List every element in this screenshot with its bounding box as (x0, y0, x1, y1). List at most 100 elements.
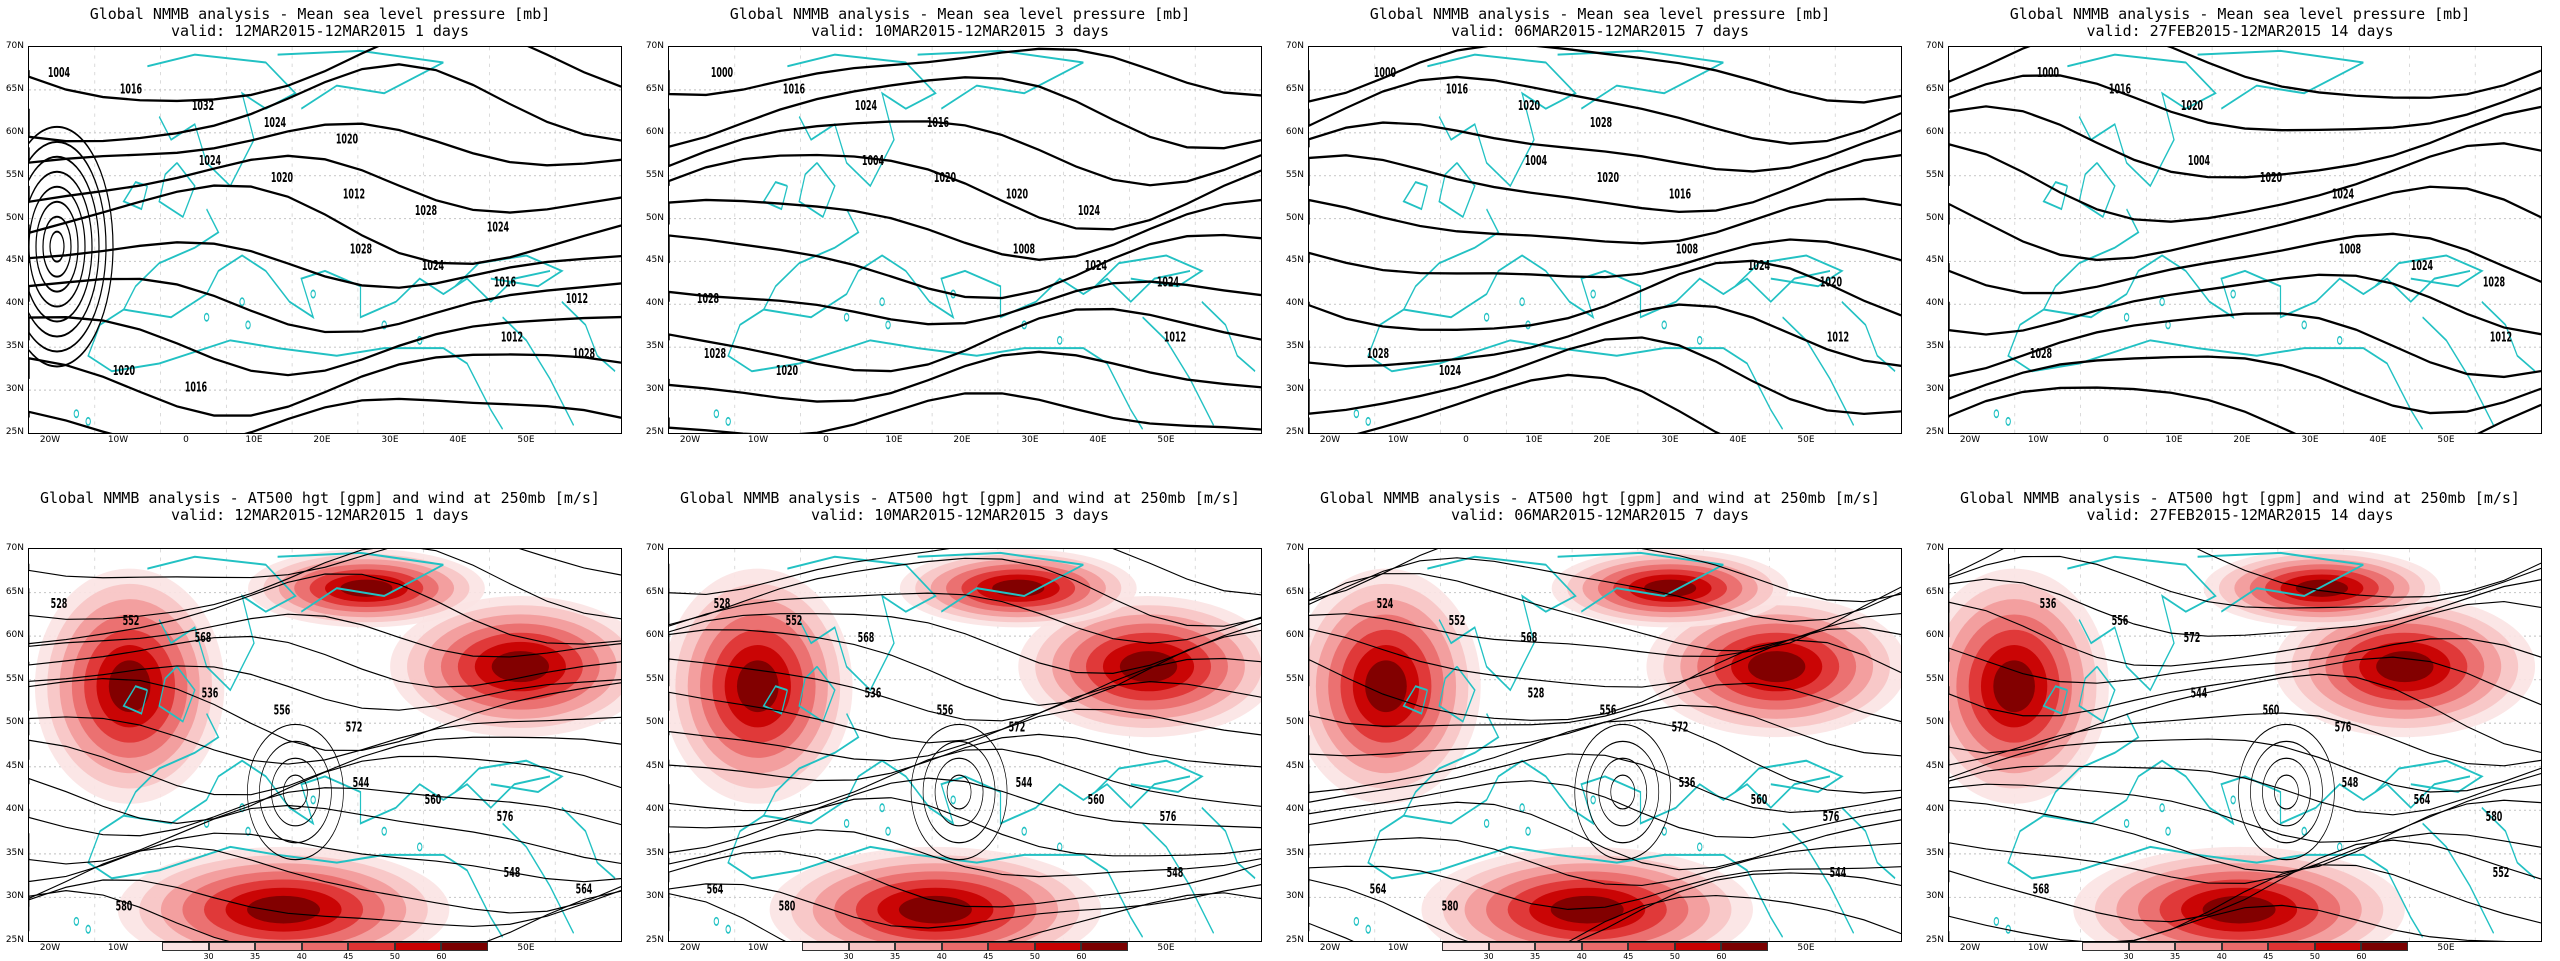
z500-wind-panel: Global NMMB analysis - AT500 hgt [gpm] a… (1920, 480, 2560, 961)
longitude-label: 20E (1593, 435, 1611, 445)
longitude-label: 20W (679, 435, 701, 445)
colorbar-label: 35 (250, 952, 261, 961)
wind-colorbar: 30 35 40 45 50 60 (802, 942, 1128, 961)
contour-label: 1028 (1367, 346, 1389, 362)
height-wind-map: 536 544 548 552 556 560 564 568 572 576 580 (1948, 548, 2542, 942)
contour-label: 1028 (350, 241, 372, 257)
contour-label: 576 (1823, 809, 1840, 825)
panel-title: Global NMMB analysis - Mean sea level pr… (1280, 6, 1920, 40)
contour-label: 1028 (573, 346, 595, 362)
colorbar-label: 30 (203, 952, 214, 961)
contour-label: 560 (425, 792, 442, 808)
latitude-label: 35N (5, 847, 24, 858)
longitude-label: 10W (107, 435, 129, 445)
longitude-label: 20W (39, 943, 61, 953)
contour-label: 1032 (192, 98, 214, 114)
map-canvas: 536 544 548 552 556 560 564 568 572 576 580 (1949, 549, 2541, 941)
latitude-label: 35N (1925, 847, 1944, 858)
latitude-label: 40N (1925, 298, 1944, 309)
contour-label: 1020 (776, 363, 799, 379)
latitude-label: 25N (645, 427, 664, 437)
latitude-label: 55N (645, 673, 664, 684)
contour-label: 556 (274, 702, 291, 718)
longitude-label: 20W (1319, 943, 1341, 953)
colorbar-label: 60 (1076, 952, 1087, 961)
contour-label: 572 (2184, 630, 2201, 646)
contour-label: 1020 (1518, 98, 1541, 114)
contour-label: 1012 (1164, 329, 1186, 345)
panel-valid-line: valid: 12MAR2015-12MAR2015 1 days (170, 22, 469, 40)
longitude-label: 10W (2027, 943, 2049, 953)
contour-label: 552 (2493, 865, 2510, 881)
contour-label: 1024 (422, 258, 445, 274)
colorbar-segment (208, 942, 256, 951)
contour-label: 1020 (2260, 170, 2283, 186)
panel-title-line1: Global NMMB analysis - AT500 hgt [gpm] a… (680, 489, 1240, 507)
contour-label: 1016 (1446, 81, 1469, 97)
colorbar-segment (848, 942, 896, 951)
longitude-label: 50E (517, 943, 535, 953)
latitude-label: 50N (1285, 212, 1304, 223)
latitude-label: 50N (1925, 212, 1944, 223)
colorbar-label: 40 (2216, 952, 2227, 961)
latitude-label: 45N (1285, 760, 1304, 771)
latitude-label: 70N (1925, 543, 1944, 553)
colorbar-segment (1674, 942, 1722, 951)
contour-label: 1016 (927, 115, 950, 131)
latitude-label: 65N (5, 83, 24, 94)
map-canvas: 1000 1004 1008 1012 1016 1020 1024 1028 1024 1020… (669, 47, 1261, 433)
contour-label: 528 (51, 596, 68, 612)
latitude-label: 30N (1925, 384, 1944, 395)
colorbar-segment (348, 942, 395, 951)
panel-title-line1: Global NMMB analysis - AT500 hgt [gpm] a… (1320, 489, 1880, 507)
panel-valid-line: valid: 06MAR2015-12MAR2015 7 days (1450, 506, 1749, 524)
contour-label: 1020 (2181, 98, 2204, 114)
contour-label: 528 (1528, 686, 1545, 702)
latitude-label: 45N (645, 760, 664, 771)
contour-label: 1024 (2411, 258, 2434, 274)
latitude-label: 55N (5, 169, 24, 180)
longitude-label: 50E (517, 435, 535, 445)
contour-label: 1024 (264, 115, 287, 131)
contour-label: 564 (2414, 792, 2431, 808)
contour-label: 576 (1160, 809, 1177, 825)
contour-label: 544 (1830, 865, 1847, 881)
contour-label: 1020 (1006, 186, 1029, 202)
contour-label: 572 (346, 719, 363, 735)
colorbar-segment (2082, 942, 2129, 951)
contour-label: 1016 (185, 379, 208, 395)
colorbar-label: 60 (1716, 952, 1727, 961)
latitude-label: 55N (1285, 169, 1304, 180)
longitude-label: 10E (1525, 435, 1543, 445)
height-wind-map: 528 536 544 548 552 556 560 564 568 572 576 580 (28, 548, 622, 942)
contour-label: 544 (353, 775, 370, 791)
latitude-label: 30N (1285, 891, 1304, 902)
latitude-label: 60N (1285, 630, 1304, 641)
map-canvas: 528 536 544 548 552 556 560 564 568 572 576 580 (669, 549, 1261, 941)
longitude-label: 20W (679, 943, 701, 953)
contour-label: 1000 (1374, 65, 1397, 81)
latitude-label: 25N (645, 935, 664, 945)
contour-label: 552 (123, 613, 140, 629)
contour-label: 1024 (1085, 258, 1108, 274)
wind-colorbar: 30 35 40 45 50 60 (162, 942, 488, 961)
panel-title: Global NMMB analysis - AT500 hgt [gpm] a… (0, 490, 640, 524)
longitude-label: 30E (1021, 435, 1039, 445)
contour-label: 564 (576, 882, 593, 898)
colorbar-segment (301, 942, 349, 951)
contour-label: 1012 (566, 291, 588, 307)
height-wind-map: 528 536 544 548 552 556 560 564 568 572 576 580 (668, 548, 1262, 942)
panel-title: Global NMMB analysis - Mean sea level pr… (1920, 6, 2560, 40)
colorbar-label: 45 (343, 952, 354, 961)
latitude-label: 70N (5, 41, 24, 51)
contour-label: 1008 (1013, 241, 1035, 257)
contour-label: 1016 (120, 81, 143, 97)
contour-label: 560 (1088, 792, 1105, 808)
colorbar-segment (1081, 942, 1128, 951)
latitude-label: 30N (1285, 384, 1304, 395)
colorbar-segment (2361, 942, 2408, 951)
longitude-label: 0 (183, 435, 189, 445)
colorbar-segment (1628, 942, 1675, 951)
contour-label: 1024 (855, 98, 878, 114)
colorbar-segment (1581, 942, 1629, 951)
